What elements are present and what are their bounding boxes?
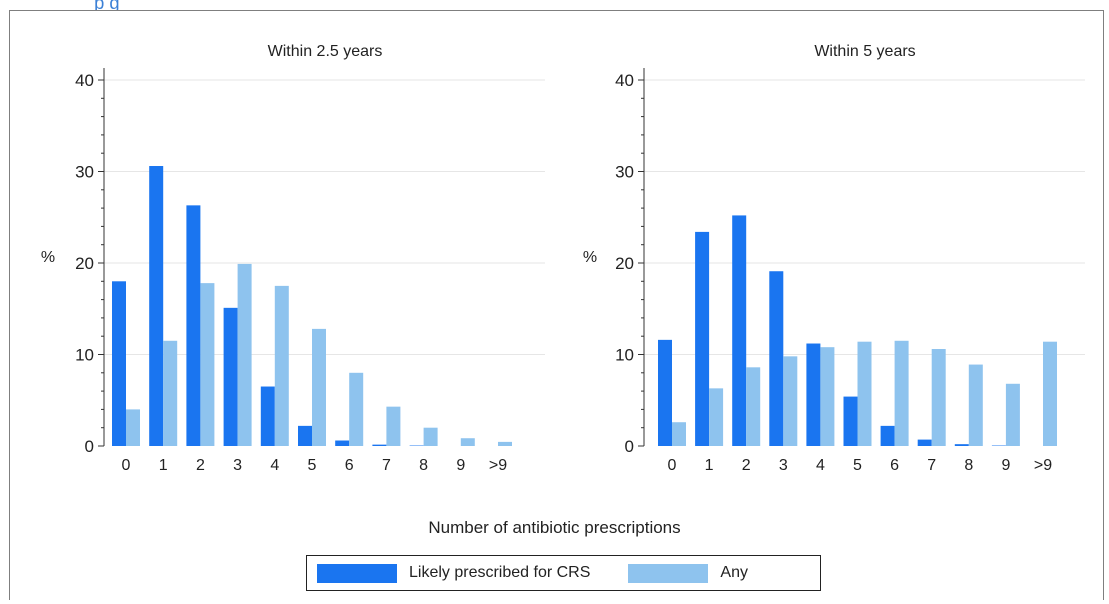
bar-crs-3 — [769, 271, 784, 446]
x-tick-label: 3 — [233, 457, 242, 474]
bar-crs-4 — [806, 343, 821, 446]
x-tick-label: 0 — [668, 457, 677, 474]
x-tick-label: 2 — [196, 457, 205, 474]
panel-within-5-years: 0 10 20 30 40% Within 5 years 0 1 2 3 4 5 6 7 8 9 >9 — [583, 43, 1085, 474]
x-axis-title: Number of antibiotic prescriptions — [428, 518, 681, 537]
x-tick-label: 1 — [159, 457, 168, 474]
bar-any->9 — [498, 441, 512, 446]
bar-any-3 — [783, 356, 798, 446]
bar-any-7 — [931, 349, 946, 446]
x-tick-label: 3 — [779, 457, 788, 474]
bar-crs-0 — [112, 281, 126, 446]
bar-crs-1 — [149, 166, 164, 446]
bar-any->9 — [1043, 341, 1057, 446]
x-tick-label: 2 — [742, 457, 751, 474]
x-tick-label: 6 — [890, 457, 899, 474]
bar-crs-1 — [695, 231, 710, 446]
bar-any-6 — [349, 372, 364, 446]
x-tick-label: 9 — [456, 457, 465, 474]
legend-item-crs: Likely prescribed for CRS — [317, 563, 618, 583]
bar-crs-3 — [223, 307, 238, 446]
x-tick-label: 4 — [816, 457, 825, 474]
y-tick-label: 0 — [85, 437, 94, 456]
figure-frame — [9, 10, 1104, 600]
bar-crs-6 — [335, 440, 350, 446]
header-fragment: p g — [94, 0, 119, 10]
bar-any-9 — [460, 438, 475, 446]
bar-crs-2 — [186, 205, 201, 446]
bar-any-0 — [672, 422, 686, 446]
header-fragment-text: p g — [94, 0, 119, 10]
x-tick-label: >9 — [489, 457, 507, 474]
x-tick-label: 5 — [308, 457, 317, 474]
panel-within-2-5-years: 0 10 20 30 40% Within 2.5 years 0 1 2 3 4 5 6 7 8 9 >9 — [41, 43, 545, 474]
x-tick-label: 8 — [964, 457, 973, 474]
x-tick-label: 5 — [853, 457, 862, 474]
bar-any-6 — [894, 340, 909, 446]
x-tick-label: 7 — [382, 457, 391, 474]
x-tick-label: 7 — [927, 457, 936, 474]
bar-any-1 — [709, 388, 724, 446]
bar-any-4 — [274, 285, 289, 446]
bar-crs-6 — [880, 425, 895, 446]
bar-any-5 — [857, 341, 872, 446]
bar-crs-5 — [843, 396, 858, 446]
bar-crs-0 — [658, 339, 672, 446]
x-tick-label: 9 — [1001, 457, 1010, 474]
chart-title: Within 2.5 years — [268, 43, 383, 60]
y-tick-label: 10 — [75, 346, 94, 365]
x-tick-label: 0 — [122, 457, 131, 474]
legend-swatch-crs — [317, 563, 397, 583]
bar-crs-2 — [732, 215, 747, 446]
bar-crs-7 — [917, 439, 932, 446]
chart-title: Within 5 years — [814, 43, 915, 60]
x-tick-label: >9 — [1034, 457, 1052, 474]
x-tick-label: 1 — [705, 457, 714, 474]
bar-any-0 — [126, 409, 140, 446]
legend-item-any: Any — [628, 563, 776, 583]
x-tick-label: 4 — [270, 457, 279, 474]
y-tick-label: 20 — [75, 254, 94, 273]
legend-label-any: Any — [720, 564, 748, 581]
bar-crs-5 — [298, 425, 312, 446]
bar-any-4 — [820, 347, 835, 446]
bar-crs-8 — [954, 444, 969, 446]
bar-any-8 — [968, 364, 983, 446]
y-axis-label: % — [41, 249, 55, 266]
bar-crs-4 — [260, 386, 275, 446]
legend: Likely prescribed for CRS Any — [306, 555, 821, 591]
bar-any-9 — [1005, 383, 1020, 446]
y-tick-label: 30 — [75, 163, 94, 182]
bar-any-2 — [200, 283, 215, 446]
x-tick-label: 6 — [345, 457, 354, 474]
bar-any-2 — [746, 367, 761, 446]
bar-any-3 — [237, 263, 252, 446]
bar-any-1 — [163, 340, 178, 446]
y-tick-label: 0 — [625, 437, 634, 456]
bar-crs-7 — [372, 444, 387, 446]
y-axis-label: % — [583, 249, 597, 266]
y-tick-label: 40 — [615, 71, 634, 90]
y-tick-label: 40 — [75, 71, 94, 90]
legend-swatch-any — [628, 563, 709, 583]
legend-label-crs: Likely prescribed for CRS — [409, 564, 591, 581]
y-tick-label: 30 — [615, 163, 634, 182]
y-tick-label: 10 — [615, 346, 634, 365]
bar-any-8 — [423, 427, 438, 446]
x-tick-label: 8 — [419, 457, 428, 474]
y-tick-label: 20 — [615, 254, 634, 273]
bar-any-5 — [312, 328, 326, 446]
bar-any-7 — [386, 406, 401, 446]
